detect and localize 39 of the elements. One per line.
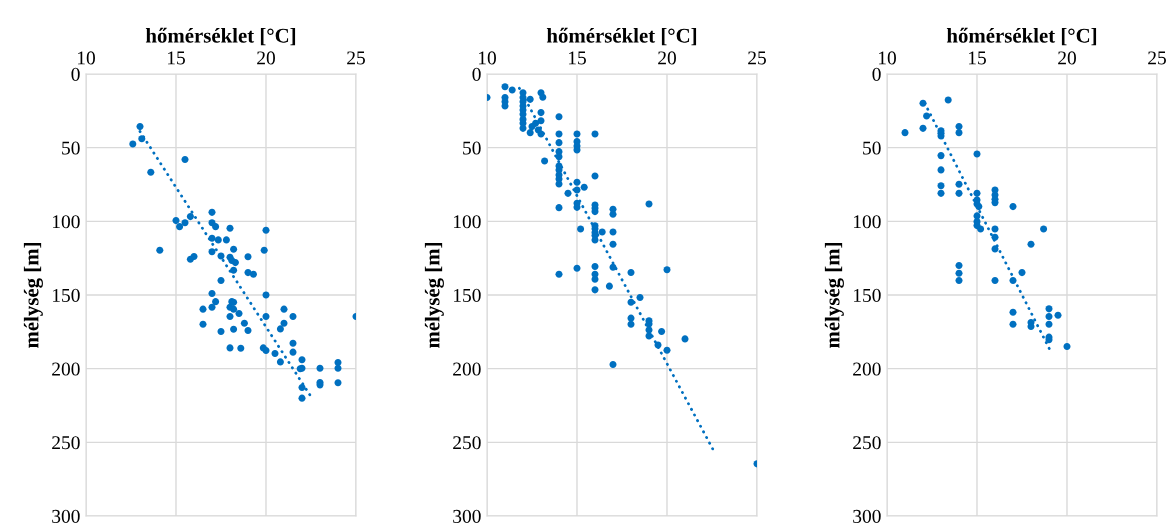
x-tick-label: 10 (77, 51, 95, 65)
y-tick-label: 50 (863, 141, 881, 155)
y-axis-title: mélység [m] (23, 243, 43, 348)
y-axis-title: mélység [m] (824, 243, 844, 348)
y-tick-label: 150 (853, 288, 881, 302)
y-tick-label: 250 (52, 436, 80, 450)
y-tick-label: 150 (453, 288, 481, 302)
y-tick-label: 300 (52, 509, 80, 523)
y-axis-title: mélység [m] (424, 243, 444, 348)
x-tick-label: 20 (1058, 51, 1076, 65)
x-tick-label: 15 (167, 51, 185, 65)
x-tick-label: 25 (748, 51, 766, 65)
y-tick-label: 0 (71, 67, 80, 81)
y-tick-label: 300 (453, 509, 481, 523)
y-tick-label: 200 (52, 362, 80, 376)
x-tick-label: 10 (878, 51, 896, 65)
y-tick-label: 100 (853, 215, 881, 229)
x-axis-title: hőmérséklet [°C] (145, 27, 296, 46)
x-tick-label: 20 (257, 51, 275, 65)
x-axis-title: hőmérséklet [°C] (546, 27, 697, 46)
y-tick-label: 50 (62, 141, 80, 155)
x-tick-label: 20 (658, 51, 676, 65)
y-tick-label: 100 (52, 215, 80, 229)
x-tick-label: 15 (968, 51, 986, 65)
y-tick-label: 300 (853, 509, 881, 523)
y-tick-label: 200 (853, 362, 881, 376)
y-tick-label: 0 (472, 67, 481, 81)
y-tick-label: 100 (453, 215, 481, 229)
y-tick-label: 0 (872, 67, 881, 81)
x-tick-label: 25 (347, 51, 365, 65)
y-tick-label: 150 (52, 288, 80, 302)
y-tick-label: 250 (453, 436, 481, 450)
x-tick-label: 15 (568, 51, 586, 65)
y-tick-label: 200 (453, 362, 481, 376)
x-axis-title: hőmérséklet [°C] (946, 27, 1097, 46)
y-tick-label: 50 (463, 141, 481, 155)
y-tick-label: 250 (853, 436, 881, 450)
x-tick-label: 10 (478, 51, 496, 65)
x-tick-label: 25 (1148, 51, 1166, 65)
